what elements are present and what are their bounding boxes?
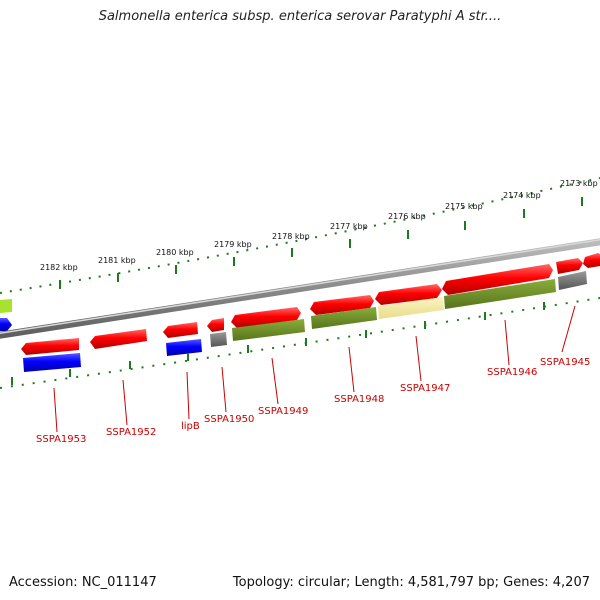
scale-labels: 2173 kbp 2174 kbp 2175 kbp 2176 kbp 2177… [40, 179, 598, 272]
gene-label: SSPA1946 [487, 367, 537, 378]
genome-stats-text: Topology: circular; Length: 4,581,797 bp… [232, 575, 590, 590]
gene-sspa1952 [90, 329, 147, 349]
leader-line [415, 335, 422, 382]
genome-backbone [0, 238, 600, 339]
label-leaders [53, 305, 576, 433]
leader-line [271, 357, 279, 405]
gene-label: SSPA1949 [258, 406, 308, 417]
scale-label: 2175 kbp [445, 202, 483, 211]
leader-line [186, 371, 190, 420]
feature-lime-partial [0, 299, 12, 313]
gene-sspa1945 [583, 253, 600, 268]
gene-sspa1947 [375, 284, 442, 305]
accession-text: Accession: NC_011147 [9, 575, 157, 590]
leader-line [122, 379, 128, 426]
feature-olive [232, 319, 305, 341]
scale-label: 2173 kbp [560, 179, 598, 188]
gene-sspa1946-fwd [556, 258, 583, 274]
gene-label: SSPA1948 [334, 394, 384, 405]
map-title: Salmonella enterica subsp. enterica sero… [98, 9, 502, 24]
gene-label: SSPA1952 [106, 427, 156, 438]
leader-line [504, 319, 510, 366]
feature-olive [444, 279, 556, 309]
feature-gray [210, 332, 227, 347]
forward-genes [21, 253, 600, 355]
scale-label: 2181 kbp [98, 256, 136, 265]
scale-label: 2178 kbp [272, 232, 310, 241]
gene-reverse-partial [0, 318, 12, 331]
gene-reverse [23, 353, 81, 372]
gene-lipb [163, 322, 198, 338]
leader-line [221, 366, 227, 413]
gene-sspa1949 [231, 307, 301, 328]
gene-sspa1948 [310, 295, 374, 315]
gene-label: SSPA1953 [36, 434, 86, 445]
scale-label: 2179 kbp [214, 240, 252, 249]
gene-label: lipB [181, 421, 200, 432]
leader-line [561, 305, 576, 353]
scale-label: 2176 kbp [388, 212, 426, 221]
gene-reverse [166, 339, 202, 356]
scale-label: 2182 kbp [40, 263, 78, 272]
scale-label: 2174 kbp [503, 191, 541, 200]
leader-line [53, 387, 58, 433]
gene-sspa1946 [442, 264, 553, 295]
gene-label: SSPA1947 [400, 383, 450, 394]
scale-label: 2177 kbp [330, 222, 368, 231]
gene-label: SSPA1950 [204, 414, 254, 425]
feature-gray [558, 271, 587, 290]
leader-line [348, 346, 355, 393]
feature-pale [378, 297, 444, 319]
scale-label: 2180 kbp [156, 248, 194, 257]
feature-olive [311, 307, 377, 329]
gene-sspa1953 [21, 338, 79, 355]
gene-sspa1950 [207, 318, 224, 332]
outer-scale-ruler [0, 177, 600, 294]
gene-label: SSPA1945 [540, 357, 590, 368]
gene-labels: SSPA1945 SSPA1946 SSPA1947 SSPA1948 SSPA… [36, 357, 590, 445]
feature-band [23, 271, 587, 372]
inner-scale-ruler [0, 297, 600, 389]
